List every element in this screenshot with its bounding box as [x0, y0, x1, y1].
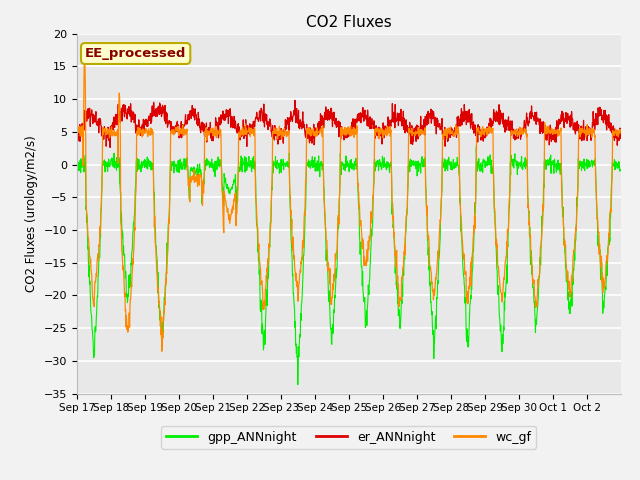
er_ANNnight	[616, 135, 624, 141]
wc_gf	[324, 264, 332, 270]
er_ANNnight	[557, 115, 564, 121]
Title: CO2 Fluxes: CO2 Fluxes	[306, 15, 392, 30]
gpp_ANNnight	[294, 382, 301, 387]
er_ANNnight	[73, 122, 81, 128]
wc_gf	[557, 125, 564, 131]
Legend: gpp_ANNnight, er_ANNnight, wc_gf: gpp_ANNnight, er_ANNnight, wc_gf	[161, 426, 536, 448]
er_ANNnight	[291, 97, 299, 103]
Line: wc_gf: wc_gf	[77, 52, 620, 351]
gpp_ANNnight	[557, 161, 564, 167]
er_ANNnight	[158, 108, 166, 113]
wc_gf	[73, 129, 81, 134]
er_ANNnight	[335, 134, 343, 140]
gpp_ANNnight	[477, 165, 485, 171]
er_ANNnight	[324, 115, 332, 120]
Line: gpp_ANNnight: gpp_ANNnight	[77, 147, 620, 384]
gpp_ANNnight	[335, 226, 342, 231]
wc_gf	[335, 221, 343, 227]
gpp_ANNnight	[73, 164, 81, 169]
er_ANNnight	[477, 137, 485, 143]
wc_gf	[616, 129, 624, 134]
gpp_ANNnight	[616, 167, 624, 173]
Y-axis label: CO2 Fluxes (urology/m2/s): CO2 Fluxes (urology/m2/s)	[25, 135, 38, 292]
wc_gf	[81, 49, 88, 55]
wc_gf	[610, 129, 618, 135]
Line: er_ANNnight: er_ANNnight	[77, 100, 620, 147]
wc_gf	[159, 330, 166, 336]
er_ANNnight	[610, 129, 618, 135]
gpp_ANNnight	[610, 163, 618, 168]
gpp_ANNnight	[324, 285, 332, 290]
wc_gf	[158, 348, 166, 354]
er_ANNnight	[106, 144, 114, 150]
Text: EE_processed: EE_processed	[85, 47, 186, 60]
wc_gf	[477, 128, 485, 134]
gpp_ANNnight	[158, 342, 166, 348]
gpp_ANNnight	[472, 144, 480, 150]
